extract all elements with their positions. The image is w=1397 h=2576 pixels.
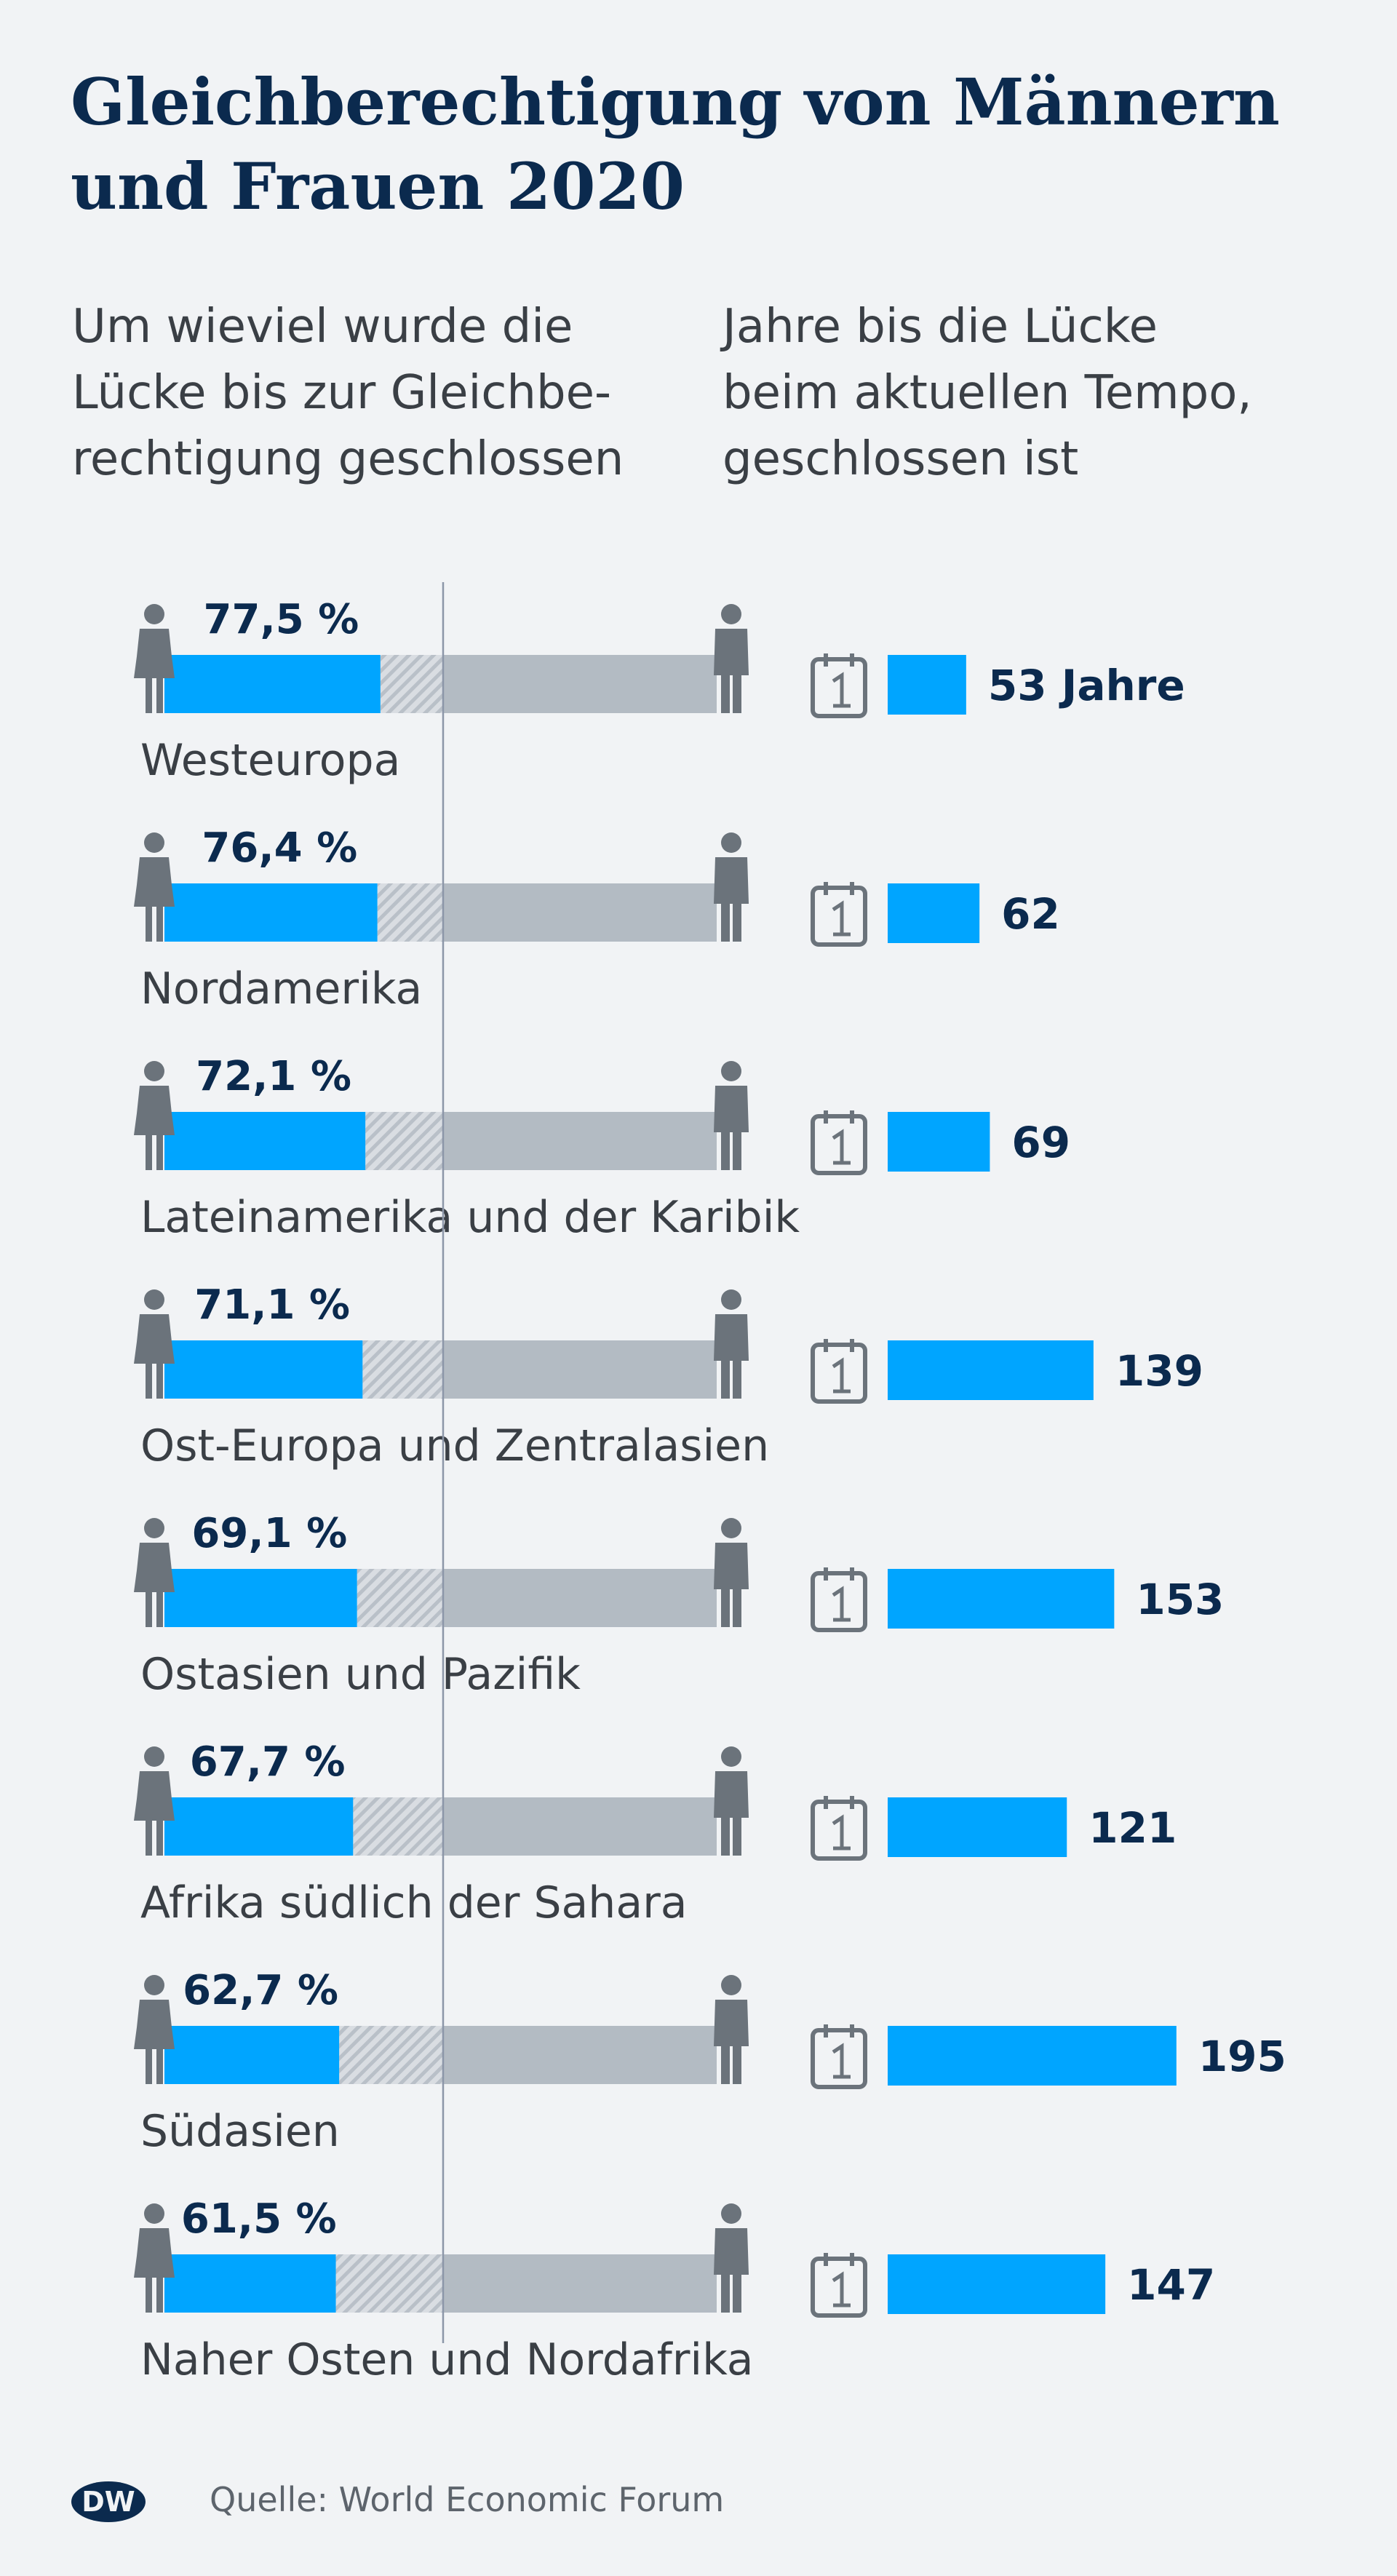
region-label: Naher Osten und Nordafrika bbox=[140, 2334, 754, 2385]
percent-label: 72,1 % bbox=[196, 1053, 351, 1100]
calendar-icon bbox=[811, 1110, 867, 1175]
percent-label: 67,7 % bbox=[190, 1738, 346, 1786]
woman-icon bbox=[134, 1518, 175, 1627]
closed-gap-bar bbox=[164, 1112, 366, 1170]
region-label: Ostasien und Pazifik bbox=[140, 1649, 581, 1700]
years-bar bbox=[888, 883, 980, 943]
years-bar bbox=[888, 1340, 1094, 1400]
percent-label: 76,4 % bbox=[202, 824, 357, 872]
chart-row: 77,5 % Westeuropa 53 Jahre bbox=[134, 596, 1185, 786]
man-icon bbox=[714, 1061, 749, 1170]
remaining-gap-hatch bbox=[339, 2026, 443, 2084]
closed-gap-bar bbox=[164, 1340, 363, 1399]
subtitle-years-to-close: Jahre bis die Lücke beim aktuellen Tempo… bbox=[723, 300, 1252, 486]
chart-row: 62,7 % Südasien 195 bbox=[134, 1967, 1286, 2157]
gap-bar bbox=[443, 2254, 717, 2313]
remaining-gap-hatch bbox=[353, 1797, 443, 1856]
remaining-gap-hatch bbox=[377, 883, 443, 942]
region-label: Südasien bbox=[140, 2106, 340, 2157]
woman-icon bbox=[134, 604, 175, 713]
gap-bar bbox=[443, 655, 717, 713]
closed-gap-bar bbox=[164, 1797, 354, 1856]
woman-icon bbox=[134, 1975, 175, 2084]
calendar-icon bbox=[811, 1796, 867, 1861]
woman-icon bbox=[134, 832, 175, 942]
calendar-icon bbox=[811, 1339, 867, 1404]
years-label: 69 bbox=[1011, 1118, 1070, 1167]
woman-icon bbox=[134, 1289, 175, 1399]
gap-bar bbox=[443, 1340, 717, 1399]
closed-gap-bar bbox=[164, 1569, 357, 1627]
chart-row: 67,7 % Afrika südlich der Sahara 121 bbox=[134, 1738, 1177, 1928]
percent-label: 61,5 % bbox=[181, 2195, 337, 2243]
woman-icon bbox=[134, 1061, 175, 1170]
man-icon bbox=[714, 604, 749, 713]
region-label: Afrika südlich der Sahara bbox=[140, 1877, 688, 1928]
years-bar bbox=[888, 2254, 1106, 2314]
woman-icon bbox=[134, 1746, 175, 1856]
gender-gap-chart: 77,5 % Westeuropa 53 Jahre 76,4 % Nordamerik… bbox=[134, 582, 1286, 2385]
gap-bar bbox=[443, 1797, 717, 1856]
remaining-gap-hatch bbox=[362, 1340, 443, 1399]
years-bar bbox=[888, 655, 966, 715]
gap-bar bbox=[443, 2026, 717, 2084]
years-bar bbox=[888, 1112, 990, 1172]
percent-label: 69,1 % bbox=[191, 1510, 347, 1557]
remaining-gap-hatch bbox=[335, 2254, 443, 2313]
man-icon bbox=[714, 1975, 749, 2084]
years-label: 121 bbox=[1088, 1803, 1177, 1853]
remaining-gap-hatch bbox=[380, 655, 443, 713]
man-icon bbox=[714, 2203, 749, 2313]
chart-row: 69,1 % Ostasien und Pazifik 153 bbox=[134, 1510, 1224, 1700]
closed-gap-bar bbox=[164, 655, 381, 713]
region-label: Nordamerika bbox=[140, 963, 422, 1014]
years-label: 62 bbox=[1001, 889, 1060, 939]
years-label: 195 bbox=[1198, 2032, 1286, 2081]
calendar-icon bbox=[811, 2024, 867, 2089]
years-label: 147 bbox=[1127, 2260, 1215, 2310]
closed-gap-bar bbox=[164, 2026, 340, 2084]
region-label: Ost-Europa und Zentralasien bbox=[140, 1420, 769, 1471]
remaining-gap-hatch bbox=[365, 1112, 443, 1170]
man-icon bbox=[714, 1518, 749, 1627]
subtitle-percent-closed: Um wieviel wurde die Lücke bis zur Gleic… bbox=[72, 300, 624, 486]
percent-label: 62,7 % bbox=[183, 1967, 338, 2014]
closed-gap-bar bbox=[164, 2254, 336, 2313]
years-label: 153 bbox=[1136, 1575, 1224, 1624]
closed-gap-bar bbox=[164, 883, 378, 942]
chart-row: 61,5 % Naher Osten und Nordafrika 147 bbox=[134, 2195, 1215, 2385]
calendar-icon bbox=[811, 882, 867, 947]
percent-label: 71,1 % bbox=[194, 1281, 350, 1329]
man-icon bbox=[714, 1289, 749, 1399]
man-icon bbox=[714, 1746, 749, 1856]
chart-row: 72,1 % Lateinamerika und der Karibik 69 bbox=[134, 1053, 1070, 1243]
region-label: Westeuropa bbox=[140, 735, 400, 786]
years-label: 139 bbox=[1115, 1346, 1203, 1396]
gap-bar bbox=[443, 883, 717, 942]
chart-row: 71,1 % Ost-Europa und Zentralasien 139 bbox=[134, 1281, 1203, 1471]
man-icon bbox=[714, 832, 749, 942]
chart-title: Gleichberechtigung von Männern und Fraue… bbox=[71, 64, 1280, 224]
gap-bar bbox=[443, 1569, 717, 1627]
logo-text: DW bbox=[81, 2486, 135, 2518]
years-bar bbox=[888, 1569, 1115, 1629]
years-bar bbox=[888, 1797, 1067, 1857]
region-label: Lateinamerika und der Karibik bbox=[140, 1192, 800, 1243]
calendar-icon bbox=[811, 2253, 867, 2318]
dw-logo-icon: DW bbox=[71, 2481, 146, 2522]
woman-icon bbox=[134, 2203, 175, 2313]
percent-label: 77,5 % bbox=[204, 596, 359, 643]
years-bar bbox=[888, 2026, 1177, 2086]
source-note: Quelle: World Economic Forum bbox=[210, 2480, 725, 2519]
calendar-icon bbox=[811, 653, 867, 718]
calendar-icon bbox=[811, 1567, 867, 1632]
remaining-gap-hatch bbox=[357, 1569, 443, 1627]
years-label: 53 Jahre bbox=[988, 661, 1185, 710]
chart-row: 76,4 % Nordamerika 62 bbox=[134, 824, 1060, 1014]
gap-bar bbox=[443, 1112, 717, 1170]
